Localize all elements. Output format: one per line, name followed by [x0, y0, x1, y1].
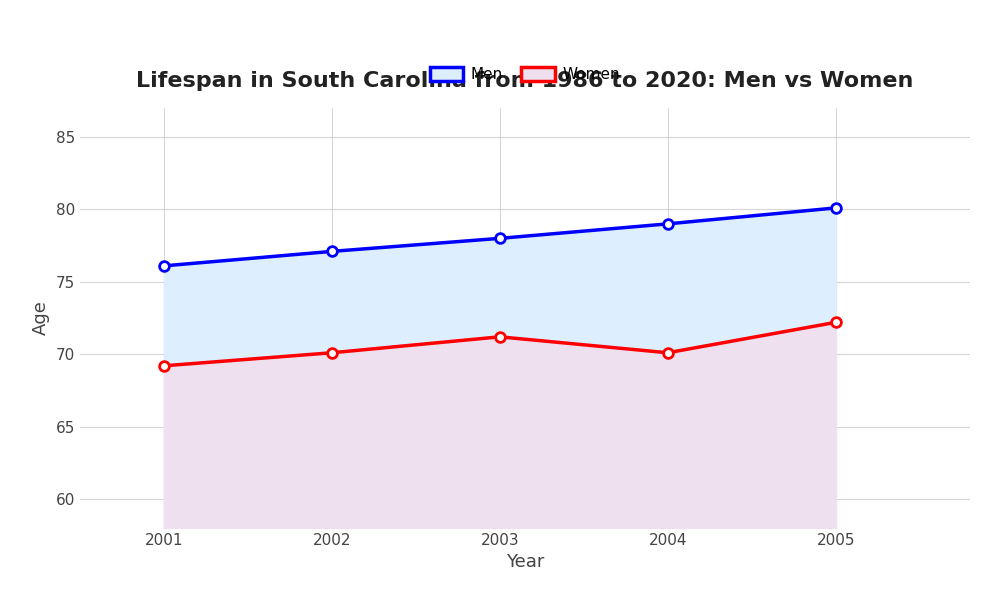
Y-axis label: Age: Age	[32, 301, 50, 335]
Legend: Men, Women: Men, Women	[424, 61, 626, 88]
Title: Lifespan in South Carolina from 1986 to 2020: Men vs Women: Lifespan in South Carolina from 1986 to …	[136, 71, 914, 91]
X-axis label: Year: Year	[506, 553, 544, 571]
